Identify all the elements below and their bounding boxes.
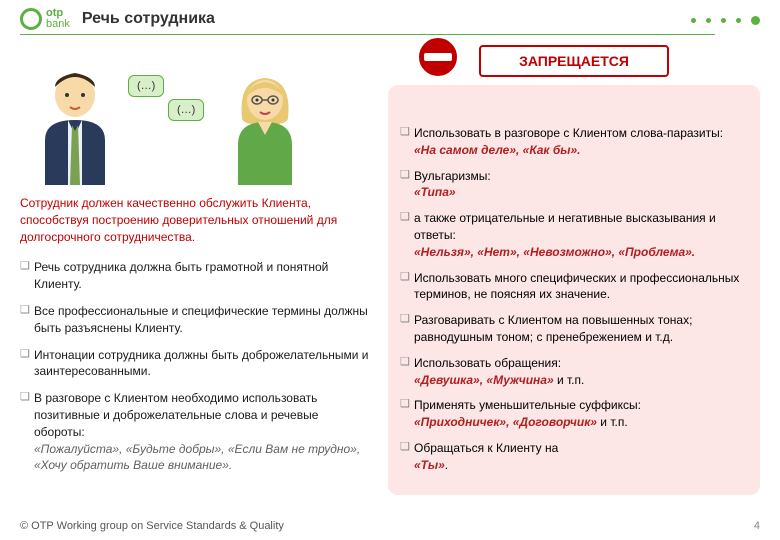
bullet-text-example: «Пожалуйста», «Будьте добры», «Если Вам … [34,442,360,473]
bullet-icon: ❑ [400,270,414,304]
bullet-icon: ❑ [20,390,34,474]
stop-sign-icon [416,35,460,79]
list-item: ❑Использовать обращения: «Девушка», «Муж… [400,355,748,389]
right-column: ЗАПРЕЩАЕТСЯ ❑Использовать в разговоре с … [388,45,760,495]
bullet-text: Разговаривать с Клиентом на повышенных т… [414,312,748,346]
forbidden-header: ЗАПРЕЩАЕТСЯ [388,45,760,77]
left-column: (…) (…) Сотрудник должен качественно обс… [20,45,370,495]
left-bullet-list: ❑ Речь сотрудника должна быть грамотной … [20,259,370,474]
list-item: ❑Применять уменьшительные суффиксы:«Прих… [400,397,748,431]
content: (…) (…) Сотрудник должен качественно обс… [0,35,780,495]
list-item: ❑Разговаривать с Клиентом на повышенных … [400,312,748,346]
bullet-icon: ❑ [400,440,414,474]
bullet-icon: ❑ [400,355,414,389]
bullet-icon: ❑ [400,210,414,260]
list-item: ❑Вульгаризмы:«Типа» [400,168,748,202]
illustration: (…) (…) [20,45,370,185]
page-number: 4 [754,520,760,532]
list-item: ❑ В разговоре с Клиентом необходимо испо… [20,390,370,474]
bullet-text: Все профессиональные и специфические тер… [34,303,370,337]
forbidden-box: ❑Использовать в разговоре с Клиентом сло… [388,85,760,495]
bullet-icon: ❑ [400,168,414,202]
bullet-text-main: В разговоре с Клиентом необходимо исполь… [34,391,318,439]
bullet-text: Вульгаризмы:«Типа» [414,168,748,202]
logo: otp bank [20,8,70,30]
list-item: ❑Использовать в разговоре с Клиентом сло… [400,125,748,159]
logo-circle-icon [20,8,42,30]
bullet-icon: ❑ [400,125,414,159]
bullet-text: Использовать обращения: «Девушка», «Мужч… [414,355,748,389]
bullet-text: В разговоре с Клиентом необходимо исполь… [34,390,370,474]
list-item: ❑ Интонации сотрудника должны быть добро… [20,347,370,381]
bullet-text: а также отрицательные и негативные выска… [414,210,748,260]
bullet-text: Речь сотрудника должна быть грамотной и … [34,259,370,293]
bullet-text: Обращаться к Клиенту на «Ты». [414,440,748,474]
bullet-icon: ❑ [20,347,34,381]
bullet-text: Использовать много специфических и профе… [414,270,748,304]
person-woman-icon [220,70,310,185]
header-dots-icon [691,18,760,25]
list-item: ❑а также отрицательные и негативные выск… [400,210,748,260]
bullet-text: Применять уменьшительные суффиксы:«Прихо… [414,397,748,431]
bullet-icon: ❑ [400,312,414,346]
bullet-text: Интонации сотрудника должны быть доброже… [34,347,370,381]
logo-text-bottom: bank [46,19,70,30]
person-man-icon [30,65,120,185]
bullet-icon: ❑ [400,397,414,431]
bullet-text: Использовать в разговоре с Клиентом слов… [414,125,748,159]
bullet-icon: ❑ [20,259,34,293]
list-item: ❑ Все профессиональные и специфические т… [20,303,370,337]
copyright: © OTP Working group on Service Standards… [20,520,284,532]
footer: © OTP Working group on Service Standards… [20,520,760,532]
bullet-icon: ❑ [20,303,34,337]
speech-bubble-1: (…) [128,75,164,97]
header: otp bank Речь сотрудника [0,0,780,34]
list-item: ❑Обращаться к Клиенту на «Ты». [400,440,748,474]
list-item: ❑Использовать много специфических и проф… [400,270,748,304]
page-title: Речь сотрудника [82,10,215,28]
forbidden-title: ЗАПРЕЩАЕТСЯ [479,45,669,77]
list-item: ❑ Речь сотрудника должна быть грамотной … [20,259,370,293]
speech-bubble-2: (…) [168,99,204,121]
main-statement: Сотрудник должен качественно обслужить К… [20,195,370,245]
